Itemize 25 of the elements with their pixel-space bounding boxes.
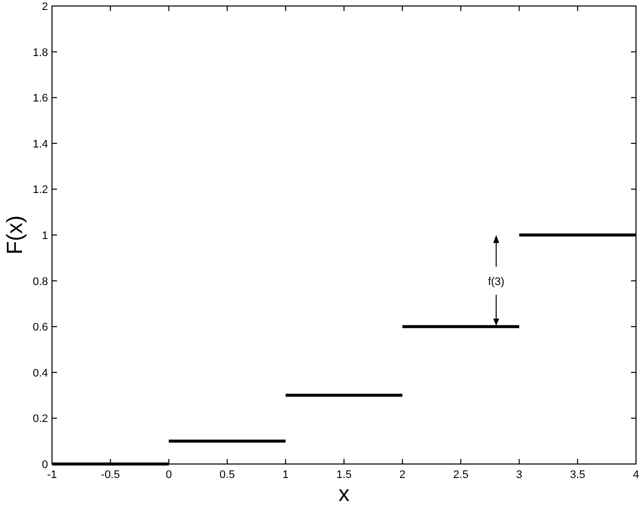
y-tick-label: 1 xyxy=(42,230,48,242)
y-tick-label: 0.8 xyxy=(32,276,48,288)
x-tick-label: 4 xyxy=(632,469,640,481)
x-tick-label: -1 xyxy=(47,469,57,481)
y-tick-label: 1.6 xyxy=(32,92,48,105)
y-tick-label: 1.2 xyxy=(32,184,48,196)
y-tick-label: 1.4 xyxy=(32,138,48,150)
x-tick-label: 0.5 xyxy=(220,469,235,481)
annotation: f(3) xyxy=(488,276,504,288)
y-tick-label: 0.6 xyxy=(32,322,48,334)
x-axis-title: x xyxy=(338,481,350,506)
y-tick-label: 0.4 xyxy=(32,367,48,380)
x-tick-label: 3 xyxy=(516,469,522,481)
x-tick-label: 1.5 xyxy=(336,469,352,481)
x-tick-label: -0.5 xyxy=(100,469,120,481)
y-tick-label: 2 xyxy=(42,1,48,13)
y-tick-label: 1.8 xyxy=(32,46,48,59)
x-tick-label: 2.5 xyxy=(453,469,468,481)
y-tick-label: 0 xyxy=(42,459,48,471)
x-tick-label: 0 xyxy=(166,469,172,481)
x-tick-label: 3.5 xyxy=(570,469,586,481)
y-tick-label: 0.2 xyxy=(32,413,48,426)
y-axis-title: F(x) xyxy=(2,215,27,255)
x-tick-label: 2 xyxy=(399,469,406,481)
x-tick-label: 1 xyxy=(282,469,289,481)
